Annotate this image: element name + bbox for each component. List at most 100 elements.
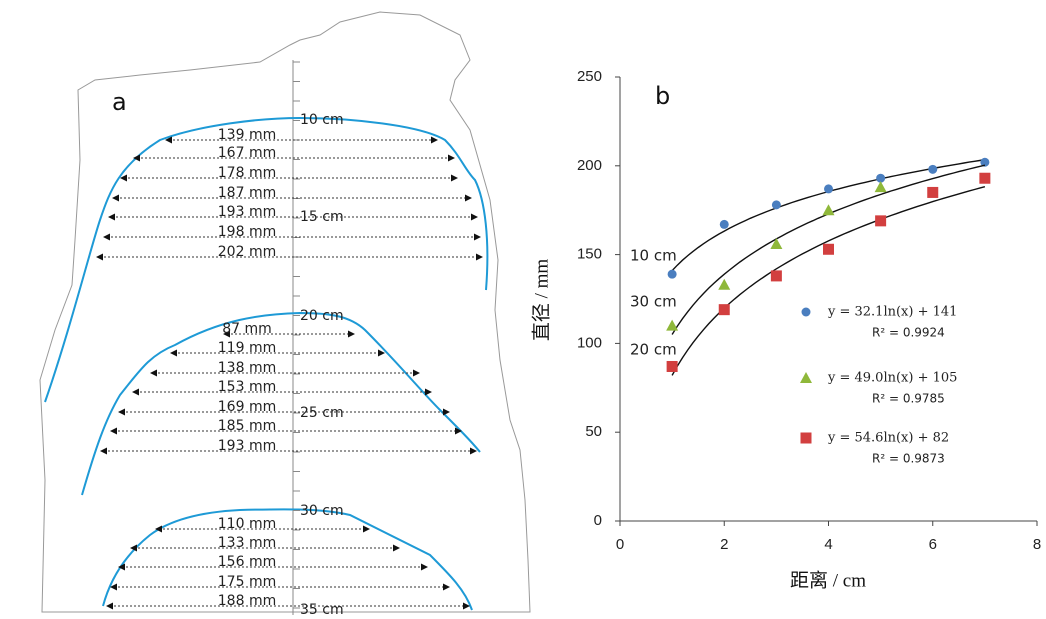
x-tick-label: 4 [824, 536, 832, 553]
legend-marker [801, 307, 811, 317]
depth-label: 25 cm [300, 405, 344, 421]
y-tick-label: 200 [577, 157, 602, 174]
arrow-head [100, 447, 107, 455]
width-label: 178 mm [218, 165, 276, 181]
series-label: 10 cm [630, 247, 677, 265]
legend-r2: R² = 0.9785 [872, 392, 945, 406]
depth-label: 35 cm [300, 602, 344, 618]
width-label: 185 mm [218, 418, 276, 434]
arrow-head [155, 525, 162, 533]
point [718, 278, 731, 290]
point [876, 173, 886, 183]
arrow-head [378, 349, 385, 357]
depth-label: 30 cm [300, 503, 344, 519]
profile-outline [81, 311, 481, 496]
arrow-head [106, 602, 113, 610]
arrow-head [476, 253, 483, 261]
point [770, 237, 783, 249]
arrow-head [431, 136, 438, 144]
x-axis-title: 距离 / cm [790, 569, 866, 591]
arrow-head [110, 427, 117, 435]
arrow-head [130, 544, 137, 552]
y-tick-label: 0 [594, 512, 602, 529]
arrow-head [108, 213, 115, 221]
arrow-head [223, 330, 230, 338]
point [874, 181, 887, 193]
arrow-head [451, 174, 458, 182]
arrow-head [132, 388, 139, 396]
point [979, 172, 991, 184]
x-tick-label: 2 [720, 536, 728, 553]
arrow-head [150, 369, 157, 377]
legend-marker [800, 432, 812, 444]
x-tick-label: 0 [616, 536, 624, 553]
width-label: 187 mm [218, 185, 276, 201]
width-label: 119 mm [218, 340, 276, 356]
point [823, 243, 834, 255]
arrow-head [96, 253, 103, 261]
legend-r2: R² = 0.9873 [872, 452, 945, 466]
x-tick-label: 8 [1033, 536, 1041, 553]
arrow-head [465, 194, 472, 202]
arrow-head [348, 330, 355, 338]
point [927, 186, 939, 198]
point [667, 269, 677, 279]
width-label: 156 mm [218, 554, 276, 570]
arrow-head [118, 408, 125, 416]
depth-label: 20 cm [300, 308, 344, 324]
arrow-head [443, 408, 450, 416]
width-label: 202 mm [218, 244, 276, 260]
width-label: 169 mm [218, 399, 276, 415]
arrow-head [103, 233, 110, 241]
point [719, 219, 729, 229]
arrow-head [413, 369, 420, 377]
arrow-head [463, 602, 470, 610]
arrow-head [443, 583, 450, 591]
point [822, 204, 835, 216]
y-tick-label: 250 [577, 68, 602, 85]
point [928, 164, 938, 174]
arrow-head [474, 233, 481, 241]
y-axis-title: 直径 / mm [530, 259, 552, 342]
legend-marker [800, 372, 812, 383]
panel-label: b [655, 82, 670, 110]
width-label: 193 mm [218, 438, 276, 454]
profile-outline [44, 116, 489, 403]
y-tick-label: 150 [577, 246, 602, 263]
x-tick-label: 6 [929, 536, 937, 553]
width-label: 198 mm [218, 224, 276, 240]
point [980, 157, 990, 167]
series-label: 20 cm [630, 341, 677, 359]
arrow-head [471, 213, 478, 221]
width-label: 133 mm [218, 535, 276, 551]
arrow-head [421, 563, 428, 571]
arrow-head [133, 154, 140, 162]
arrow-head [120, 174, 127, 182]
width-label: 153 mm [218, 379, 276, 395]
width-label: 87 mm [222, 321, 272, 337]
legend-equation: y = 49.0ln(x) + 105 [827, 371, 957, 386]
width-label: 110 mm [218, 516, 276, 532]
legend-equation: y = 32.1ln(x) + 141 [827, 305, 957, 320]
width-label: 138 mm [218, 360, 276, 376]
profile-outline [102, 508, 473, 611]
width-label: 139 mm [218, 127, 276, 143]
arrow-head [393, 544, 400, 552]
panel-label: a [112, 88, 127, 116]
arrow-head [165, 136, 172, 144]
point [824, 184, 833, 194]
arrow-head [110, 583, 117, 591]
arrow-head [470, 447, 477, 455]
width-label: 188 mm [218, 593, 276, 609]
arrow-head [363, 525, 370, 533]
outline [39, 11, 531, 613]
arrow-head [425, 388, 432, 396]
point [770, 270, 782, 282]
width-label: 167 mm [218, 145, 276, 161]
width-label: 175 mm [218, 574, 276, 590]
point [666, 360, 678, 372]
arrow-head [112, 194, 119, 202]
point [875, 215, 887, 227]
series-label: 30 cm [630, 293, 677, 311]
